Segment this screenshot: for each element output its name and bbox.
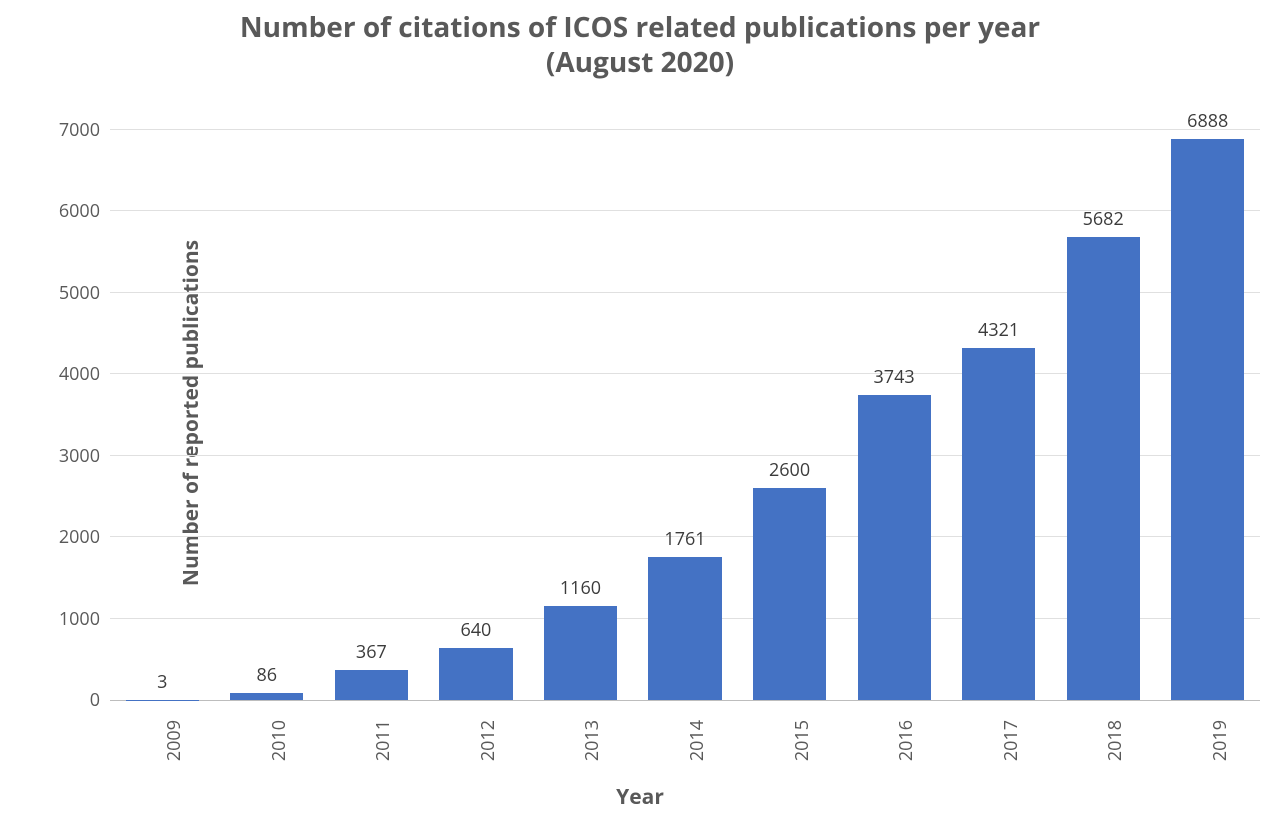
chart-title-line1: Number of citations of ICOS related publ… — [0, 10, 1280, 45]
bar-value-label: 5682 — [1083, 207, 1124, 231]
bar: 3743 — [858, 395, 931, 700]
x-tick-label: 2019 — [1208, 720, 1232, 761]
x-axis-line — [110, 700, 1260, 701]
y-tick-label: 4000 — [59, 362, 100, 386]
x-tick-label: 2016 — [894, 720, 918, 761]
chart-title-line2: (August 2020) — [0, 45, 1280, 80]
y-tick-label: 2000 — [59, 525, 100, 549]
bars-group: 3200986201036720116402012116020131761201… — [110, 130, 1260, 700]
x-tick-label: 2014 — [685, 720, 709, 761]
bar-slot: 56822018 — [1051, 130, 1156, 700]
bar: 86 — [230, 693, 303, 700]
bar-value-label: 3743 — [874, 365, 915, 389]
bar-slot: 68882019 — [1155, 130, 1260, 700]
bar-value-label: 367 — [356, 640, 387, 664]
y-tick-label: 1000 — [59, 607, 100, 631]
x-axis-title: Year — [0, 783, 1280, 811]
y-tick-label: 3000 — [59, 444, 100, 468]
x-tick-label: 2010 — [267, 720, 291, 761]
bar: 2600 — [753, 488, 826, 700]
bar: 1761 — [648, 557, 721, 700]
x-tick-label: 2018 — [1103, 720, 1127, 761]
x-tick-label: 2013 — [580, 720, 604, 761]
bar-value-label: 4321 — [978, 318, 1019, 342]
citations-bar-chart: Number of citations of ICOS related publ… — [0, 0, 1280, 825]
chart-title: Number of citations of ICOS related publ… — [0, 10, 1280, 80]
x-tick-label: 2009 — [162, 720, 186, 761]
bar-value-label: 1761 — [664, 527, 705, 551]
y-tick-label: 0 — [90, 688, 100, 712]
bar-slot: 32009 — [110, 130, 215, 700]
plot-area: 3200986201036720116402012116020131761201… — [110, 130, 1260, 700]
bar-slot: 3672011 — [319, 130, 424, 700]
bar-slot: 37432016 — [842, 130, 947, 700]
x-tick-label: 2015 — [790, 720, 814, 761]
y-tick-label: 7000 — [59, 118, 100, 142]
bar-slot: 6402012 — [424, 130, 529, 700]
bar-slot: 43212017 — [946, 130, 1051, 700]
bar-value-label: 2600 — [769, 458, 810, 482]
y-tick-label: 6000 — [59, 199, 100, 223]
bar: 5682 — [1067, 237, 1140, 700]
bar-slot: 11602013 — [528, 130, 633, 700]
bar-value-label: 640 — [460, 618, 491, 642]
bar-slot: 17612014 — [633, 130, 738, 700]
bar-value-label: 86 — [257, 663, 278, 687]
x-tick-label: 2011 — [371, 720, 395, 761]
y-tick-label: 5000 — [59, 281, 100, 305]
bar-slot: 26002015 — [737, 130, 842, 700]
bar: 6888 — [1171, 139, 1244, 700]
x-tick-label: 2012 — [476, 720, 500, 761]
bar: 640 — [439, 648, 512, 700]
bar-slot: 862010 — [215, 130, 320, 700]
bar: 4321 — [962, 348, 1035, 700]
bar: 1160 — [544, 606, 617, 700]
x-tick-label: 2017 — [999, 720, 1023, 761]
bar-value-label: 3 — [157, 670, 167, 694]
bar-value-label: 1160 — [560, 576, 601, 600]
bar: 367 — [335, 670, 408, 700]
bar-value-label: 6888 — [1187, 109, 1228, 133]
